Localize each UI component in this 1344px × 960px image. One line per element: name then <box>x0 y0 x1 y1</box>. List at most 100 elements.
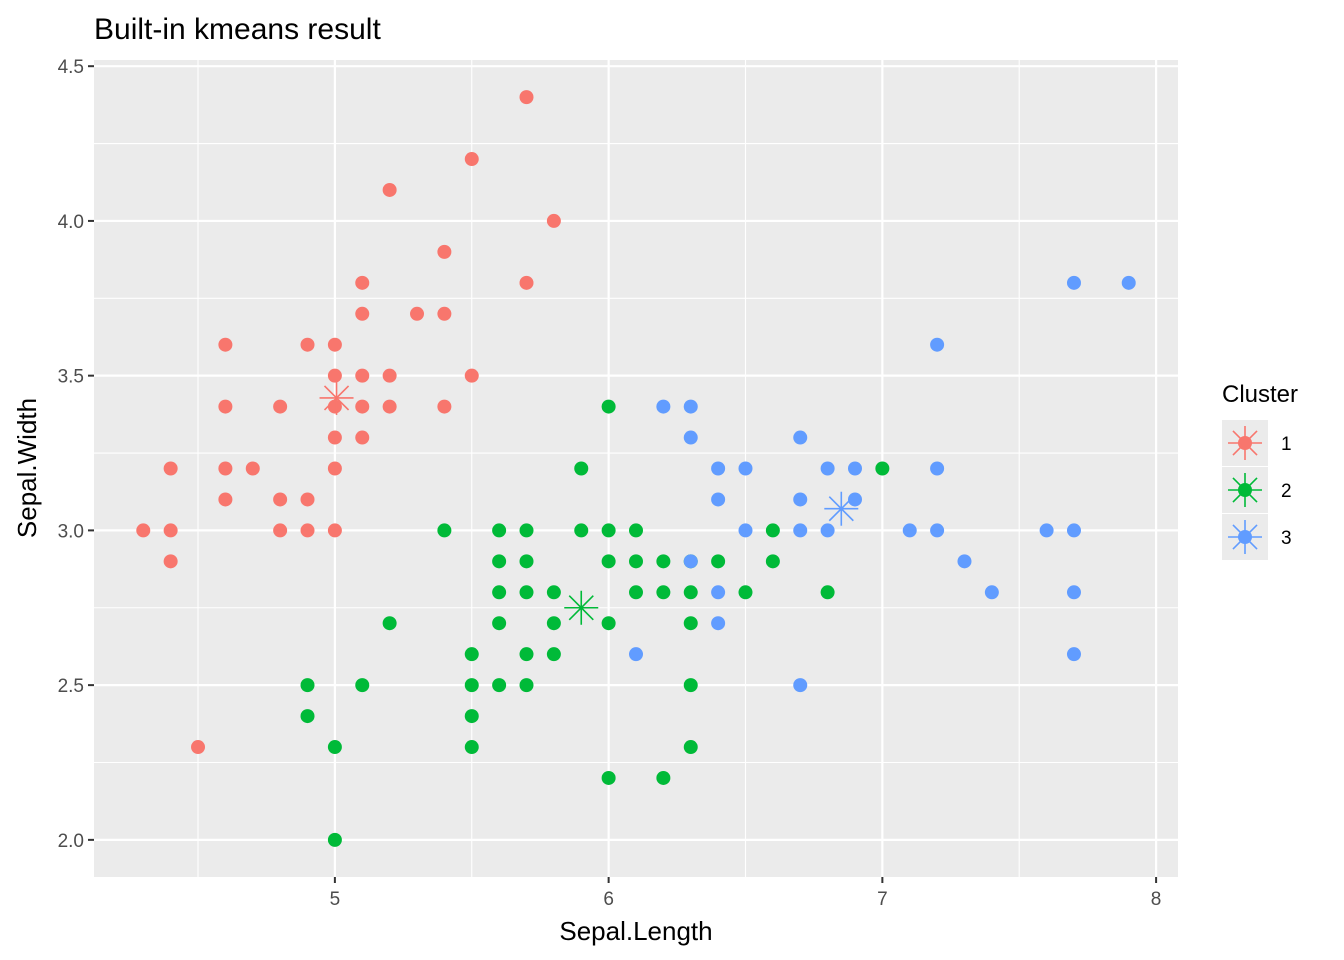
data-point-cluster-1 <box>300 337 315 352</box>
data-point-cluster-2 <box>492 554 507 569</box>
data-point-cluster-2 <box>437 523 452 538</box>
plot-panel <box>94 60 1178 877</box>
data-point-cluster-2 <box>300 709 315 724</box>
data-point-cluster-3 <box>683 399 698 414</box>
data-point-cluster-1 <box>273 523 288 538</box>
data-point-cluster-2 <box>464 740 479 755</box>
x-tick-label: 7 <box>877 889 888 910</box>
data-point-cluster-3 <box>930 461 945 476</box>
data-point-cluster-3 <box>1121 275 1136 290</box>
y-tick-label: 4.0 <box>58 212 84 233</box>
data-point-cluster-2 <box>629 585 643 600</box>
data-point-cluster-2 <box>683 616 698 631</box>
data-point-cluster-3 <box>984 585 999 600</box>
data-point-cluster-2 <box>656 585 671 600</box>
data-point-cluster-1 <box>355 430 370 445</box>
cluster-center-2 <box>564 590 599 625</box>
data-point-cluster-2 <box>464 678 479 693</box>
data-point-cluster-3 <box>847 492 862 507</box>
x-tick-label: 8 <box>1151 889 1162 910</box>
data-point-cluster-1 <box>218 492 233 507</box>
y-tick-label: 3.0 <box>58 521 84 542</box>
data-point-cluster-1 <box>382 182 397 197</box>
data-point-cluster-3 <box>683 430 698 445</box>
data-point-cluster-1 <box>437 306 452 321</box>
legend-label: 1 <box>1281 434 1292 455</box>
data-point-cluster-1 <box>464 152 479 167</box>
data-point-cluster-1 <box>218 399 233 414</box>
y-tick-label: 4.5 <box>58 57 84 78</box>
data-point-cluster-2 <box>601 399 616 414</box>
legend: Cluster 1 2 3 <box>1222 381 1298 560</box>
data-point-cluster-2 <box>519 554 534 569</box>
data-point-cluster-1 <box>327 430 342 445</box>
data-point-cluster-2 <box>327 740 342 755</box>
data-point-cluster-3 <box>738 461 753 476</box>
data-point-cluster-2 <box>464 709 479 724</box>
data-point-cluster-2 <box>683 585 698 600</box>
data-point-cluster-3 <box>1066 523 1081 538</box>
data-point-cluster-2 <box>629 554 643 569</box>
y-tick-label: 2.5 <box>58 676 84 697</box>
data-point-cluster-2 <box>300 678 315 693</box>
data-point-cluster-1 <box>437 399 452 414</box>
data-point-cluster-2 <box>492 616 507 631</box>
data-point-cluster-3 <box>957 554 972 569</box>
data-point-cluster-3 <box>629 647 643 662</box>
data-point-cluster-1 <box>327 368 342 383</box>
data-point-cluster-1 <box>355 368 370 383</box>
data-point-cluster-3 <box>1066 647 1081 662</box>
data-point-cluster-1 <box>163 554 178 569</box>
data-point-cluster-1 <box>191 740 206 755</box>
data-point-cluster-1 <box>300 523 315 538</box>
data-point-cluster-2 <box>601 770 616 785</box>
data-point-cluster-3 <box>1066 275 1081 290</box>
data-point-cluster-3 <box>793 430 808 445</box>
cluster-center-1 <box>319 380 354 415</box>
data-point-cluster-2 <box>601 523 616 538</box>
data-point-cluster-1 <box>519 90 534 105</box>
data-point-cluster-2 <box>355 678 370 693</box>
data-point-cluster-1 <box>437 244 452 259</box>
data-point-cluster-1 <box>382 399 397 414</box>
legend-key-2: 2 <box>1222 467 1292 513</box>
x-axis-ticks: 5 6 7 8 <box>330 877 1162 910</box>
data-point-cluster-3 <box>711 461 726 476</box>
data-point-cluster-2 <box>327 832 342 847</box>
data-point-cluster-3 <box>847 461 862 476</box>
data-point-cluster-2 <box>519 523 534 538</box>
x-tick-label: 5 <box>330 889 341 910</box>
data-points <box>136 90 1136 847</box>
data-point-cluster-2 <box>601 554 616 569</box>
data-point-cluster-2 <box>601 616 616 631</box>
data-point-cluster-3 <box>820 461 835 476</box>
data-point-cluster-3 <box>902 523 917 538</box>
data-point-cluster-3 <box>683 554 698 569</box>
data-point-cluster-2 <box>464 647 479 662</box>
data-point-cluster-3 <box>711 616 726 631</box>
chart-title: Built-in kmeans result <box>94 13 381 46</box>
data-point-cluster-2 <box>382 616 397 631</box>
data-point-cluster-3 <box>711 585 726 600</box>
data-point-cluster-1 <box>410 306 425 321</box>
data-point-cluster-1 <box>546 213 561 228</box>
legend-key-1: 1 <box>1222 420 1292 466</box>
data-point-cluster-2 <box>574 523 589 538</box>
data-point-cluster-1 <box>245 461 260 476</box>
data-point-cluster-2 <box>546 585 561 600</box>
legend-title: Cluster <box>1222 381 1298 408</box>
data-point-cluster-1 <box>163 523 178 538</box>
data-point-cluster-2 <box>574 461 589 476</box>
data-point-cluster-2 <box>765 523 780 538</box>
y-axis-title: Sepal.Width <box>12 398 42 538</box>
data-point-cluster-3 <box>793 678 808 693</box>
data-point-cluster-1 <box>273 399 288 414</box>
data-point-cluster-2 <box>711 554 726 569</box>
x-axis-title: Sepal.Length <box>559 916 712 946</box>
data-point-cluster-2 <box>519 647 534 662</box>
data-point-cluster-1 <box>218 461 233 476</box>
data-point-cluster-3 <box>738 523 753 538</box>
data-point-cluster-1 <box>327 461 342 476</box>
data-point-cluster-3 <box>656 399 671 414</box>
